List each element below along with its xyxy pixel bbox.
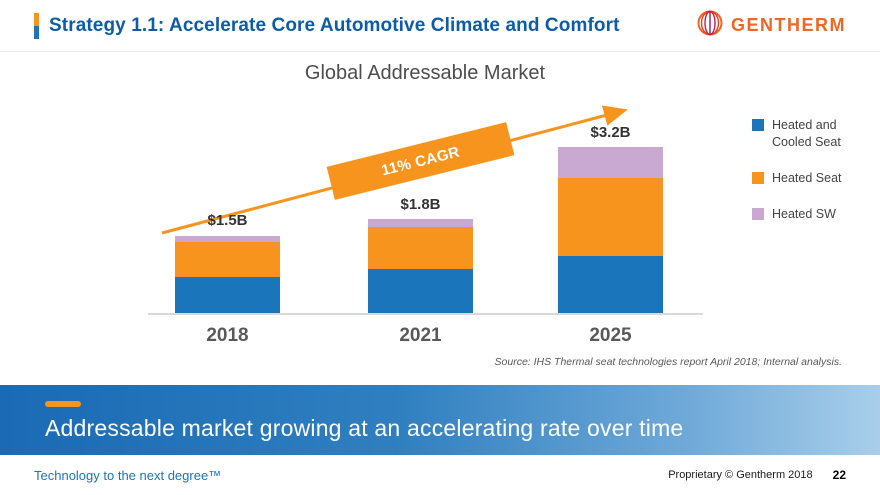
legend-swatch-orange (752, 171, 764, 184)
bar-segment (558, 147, 663, 178)
x-axis-line (148, 313, 703, 315)
bar-segment (558, 178, 663, 256)
slide-header: Strategy 1.1: Accelerate Core Automotive… (0, 0, 880, 52)
legend-label: Heated and Cooled Seat (772, 118, 841, 149)
legend-swatch-purple (752, 207, 764, 220)
stacked-bar-chart: 11% CAGR $1.5B 2018 $1.8B 2021 $3.2B 2025 Hea… (0, 95, 880, 365)
bar-segment (175, 236, 280, 242)
bar-total-label: $1.8B (400, 196, 441, 213)
bar-segment (175, 242, 280, 277)
proprietary-notice: Proprietary © Gentherm 2018 (668, 469, 813, 481)
legend-label: Heated SW (772, 206, 836, 221)
title-accent-mark (34, 12, 39, 39)
legend-item-heated-seat: Heated Seat (752, 170, 867, 187)
bar-total-label: $3.2B (590, 124, 631, 141)
chart-legend: Heated and Cooled Seat Heated Seat Heate… (752, 117, 867, 242)
bar-2021 (368, 219, 473, 313)
chart-title: Global Addressable Market (304, 62, 546, 84)
bar-segment (558, 256, 663, 313)
bar-segment (368, 227, 473, 269)
bar-segment (368, 219, 473, 227)
legend-label: Heated Seat (772, 170, 842, 185)
takeaway-text: Addressable market growing at an acceler… (45, 415, 684, 441)
legend-item-heated-cooled-seat: Heated and Cooled Seat (752, 117, 867, 151)
gentherm-globe-icon (696, 9, 724, 42)
x-axis-label: 2025 (589, 325, 632, 346)
bar-total-label: $1.5B (207, 212, 248, 229)
x-axis-label: 2018 (206, 325, 249, 346)
legend-item-heated-sw: Heated SW (752, 206, 867, 223)
banner-accent-dash (45, 401, 81, 407)
bar-segment (368, 269, 473, 313)
page-number: 22 (832, 468, 846, 482)
bar-2025 (558, 147, 663, 313)
footer-right: Proprietary © Gentherm 2018 22 (668, 468, 846, 482)
x-axis-label: 2021 (399, 325, 442, 346)
slide-title: Strategy 1.1: Accelerate Core Automotive… (49, 14, 620, 36)
bar-segment (175, 277, 280, 313)
gentherm-logo: GENTHERM (696, 9, 846, 42)
bar-2018 (175, 236, 280, 313)
tagline: Technology to the next degree™ (34, 467, 222, 483)
legend-swatch-blue (752, 119, 764, 131)
source-note: Source: IHS Thermal seat technologies re… (494, 356, 842, 368)
cagr-annotation: 11% CAGR (326, 122, 515, 200)
slide-footer: Technology to the next degree™ Proprieta… (0, 455, 880, 495)
gentherm-logo-text: GENTHERM (731, 15, 846, 35)
takeaway-banner: Addressable market growing at an acceler… (0, 385, 880, 455)
